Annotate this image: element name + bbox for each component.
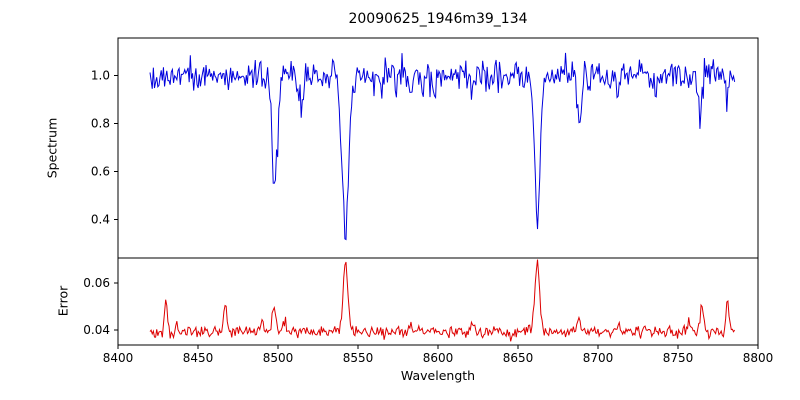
spectrum-line [149,52,736,241]
x-tick-label: 8450 [183,351,214,365]
x-axis-label: Wavelength [400,368,476,383]
spectrum-y-tick-label: 0.8 [91,116,110,130]
x-tick-label: 8800 [743,351,774,365]
error-y-tick-label: 0.04 [83,323,110,337]
x-tick-label: 8700 [583,351,614,365]
x-tick-label: 8750 [663,351,694,365]
x-tick-label: 8400 [103,351,134,365]
error-line [149,259,736,342]
chart-title: 20090625_1946m39_134 [348,11,528,27]
x-tick-label: 8500 [263,351,294,365]
panel-frame [117,257,759,346]
x-tick-label: 8650 [503,351,534,365]
spectrum-y-tick-label: 0.6 [91,164,110,178]
x-tick-label: 8600 [423,351,454,365]
spectrum-y-tick-label: 1.0 [91,68,110,82]
x-tick-label: 8550 [343,351,374,365]
spectrum-y-tick-label: 0.4 [91,213,110,227]
error-y-tick-label: 0.06 [83,276,110,290]
